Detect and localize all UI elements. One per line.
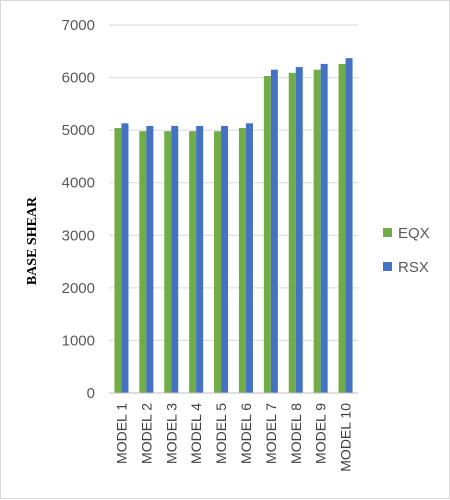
- y-tick-label: 4000: [62, 175, 95, 192]
- bar-eqx-9: [313, 69, 321, 393]
- y-tick-label: 1000: [62, 332, 95, 349]
- bar-rsx-6: [245, 123, 253, 394]
- x-tick-label: MODEL 9: [313, 403, 329, 464]
- bars: [114, 58, 353, 394]
- bar-eqx-1: [114, 128, 122, 393]
- x-tick-label: MODEL 6: [238, 403, 254, 464]
- bar-eqx-10: [338, 63, 346, 393]
- bar-eqx-3: [164, 131, 172, 394]
- bar-rsx-7: [270, 69, 278, 393]
- y-axis-title: BASE SHEAR: [25, 196, 40, 285]
- legend-swatch-eqx: [383, 228, 392, 237]
- x-tick-labels: MODEL 1 MODEL 2 MODEL 3 MODEL 4 MODEL 5 MODEL…: [113, 403, 353, 472]
- x-tick-label: MODEL 8: [288, 403, 304, 464]
- bar-rsx-1: [121, 123, 129, 394]
- legend-label-eqx: EQX: [398, 225, 430, 242]
- x-tick-label: MODEL 1: [113, 403, 129, 464]
- y-tick-label: 3000: [62, 227, 95, 244]
- bar-rsx-4: [196, 125, 204, 394]
- bar-eqx-8: [288, 72, 296, 393]
- y-tick-label: 2000: [62, 280, 95, 297]
- x-tick-label: MODEL 2: [138, 403, 154, 464]
- bar-rsx-3: [171, 125, 179, 394]
- legend-swatch-rsx: [383, 262, 392, 271]
- y-tick-labels: 0 1000 2000 3000 4000 5000 6000 7000: [62, 17, 95, 402]
- bar-eqx-4: [189, 131, 197, 394]
- bar-eqx-5: [214, 131, 222, 394]
- bar-rsx-2: [146, 125, 154, 394]
- bar-eqx-2: [139, 131, 147, 394]
- x-tick-label: MODEL 10: [338, 403, 354, 472]
- y-tick-label: 0: [87, 385, 95, 402]
- bar-eqx-6: [238, 128, 246, 393]
- bar-rsx-10: [345, 58, 353, 394]
- x-tick-label: MODEL 7: [263, 403, 279, 464]
- bar-eqx-7: [263, 75, 271, 393]
- y-tick-label: 6000: [62, 70, 95, 87]
- x-tick-label: MODEL 4: [188, 403, 204, 464]
- bar-rsx-8: [295, 67, 303, 394]
- legend: EQX RSX: [383, 225, 430, 276]
- legend-label-rsx: RSX: [398, 259, 429, 276]
- x-tick-label: MODEL 5: [213, 403, 229, 464]
- y-tick-label: 7000: [62, 17, 95, 34]
- bar-rsx-9: [320, 63, 328, 393]
- x-tick-label: MODEL 3: [163, 403, 179, 464]
- bar-rsx-5: [221, 125, 229, 394]
- y-tick-label: 5000: [62, 122, 95, 139]
